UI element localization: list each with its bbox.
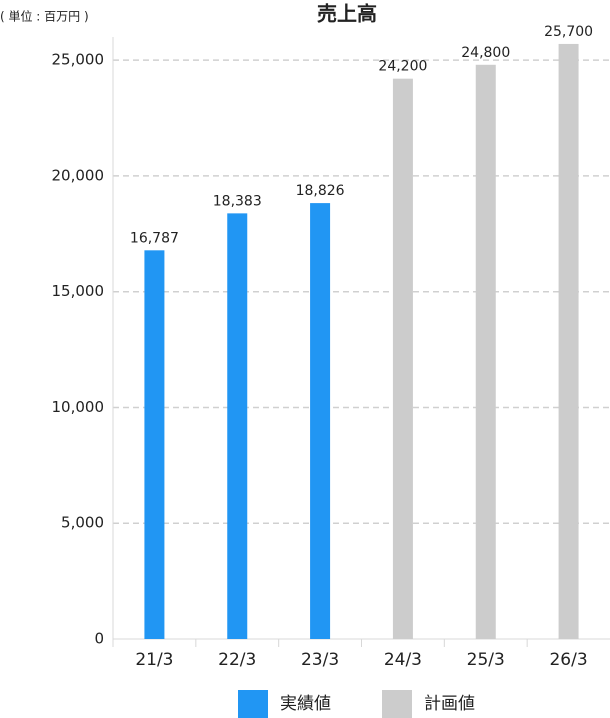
x-tick-label: 26/3 [549, 650, 587, 670]
y-tick-label: 15,000 [52, 282, 105, 300]
x-tick-label: 25/3 [467, 650, 505, 670]
value-label: 24,800 [461, 45, 510, 61]
value-label: 24,200 [378, 59, 427, 75]
value-label: 18,826 [296, 183, 345, 199]
y-tick-label: 0 [94, 630, 104, 648]
y-tick-label: 25,000 [52, 51, 105, 69]
legend-label: 計画値 [424, 694, 475, 714]
unit-label: ( 単位 : 百万円 ) [0, 9, 89, 24]
y-tick-label: 5,000 [61, 514, 104, 532]
bar [227, 213, 248, 639]
value-label: 25,700 [544, 24, 593, 40]
bar [475, 64, 496, 640]
legend-swatch [238, 690, 268, 718]
legend-label: 実績値 [280, 694, 331, 714]
legend-swatch [382, 690, 412, 718]
bar [392, 78, 413, 639]
x-tick-label: 24/3 [384, 650, 422, 670]
bar [144, 250, 165, 639]
value-label: 16,787 [130, 230, 179, 246]
bar [558, 43, 579, 639]
chart-title: 売上高 [317, 2, 377, 26]
y-tick-label: 10,000 [52, 398, 105, 416]
x-tick-label: 22/3 [218, 650, 256, 670]
x-tick-label: 21/3 [135, 650, 173, 670]
bar [310, 203, 331, 639]
y-tick-label: 20,000 [52, 166, 105, 184]
value-label: 18,383 [213, 193, 262, 209]
x-tick-label: 23/3 [301, 650, 339, 670]
